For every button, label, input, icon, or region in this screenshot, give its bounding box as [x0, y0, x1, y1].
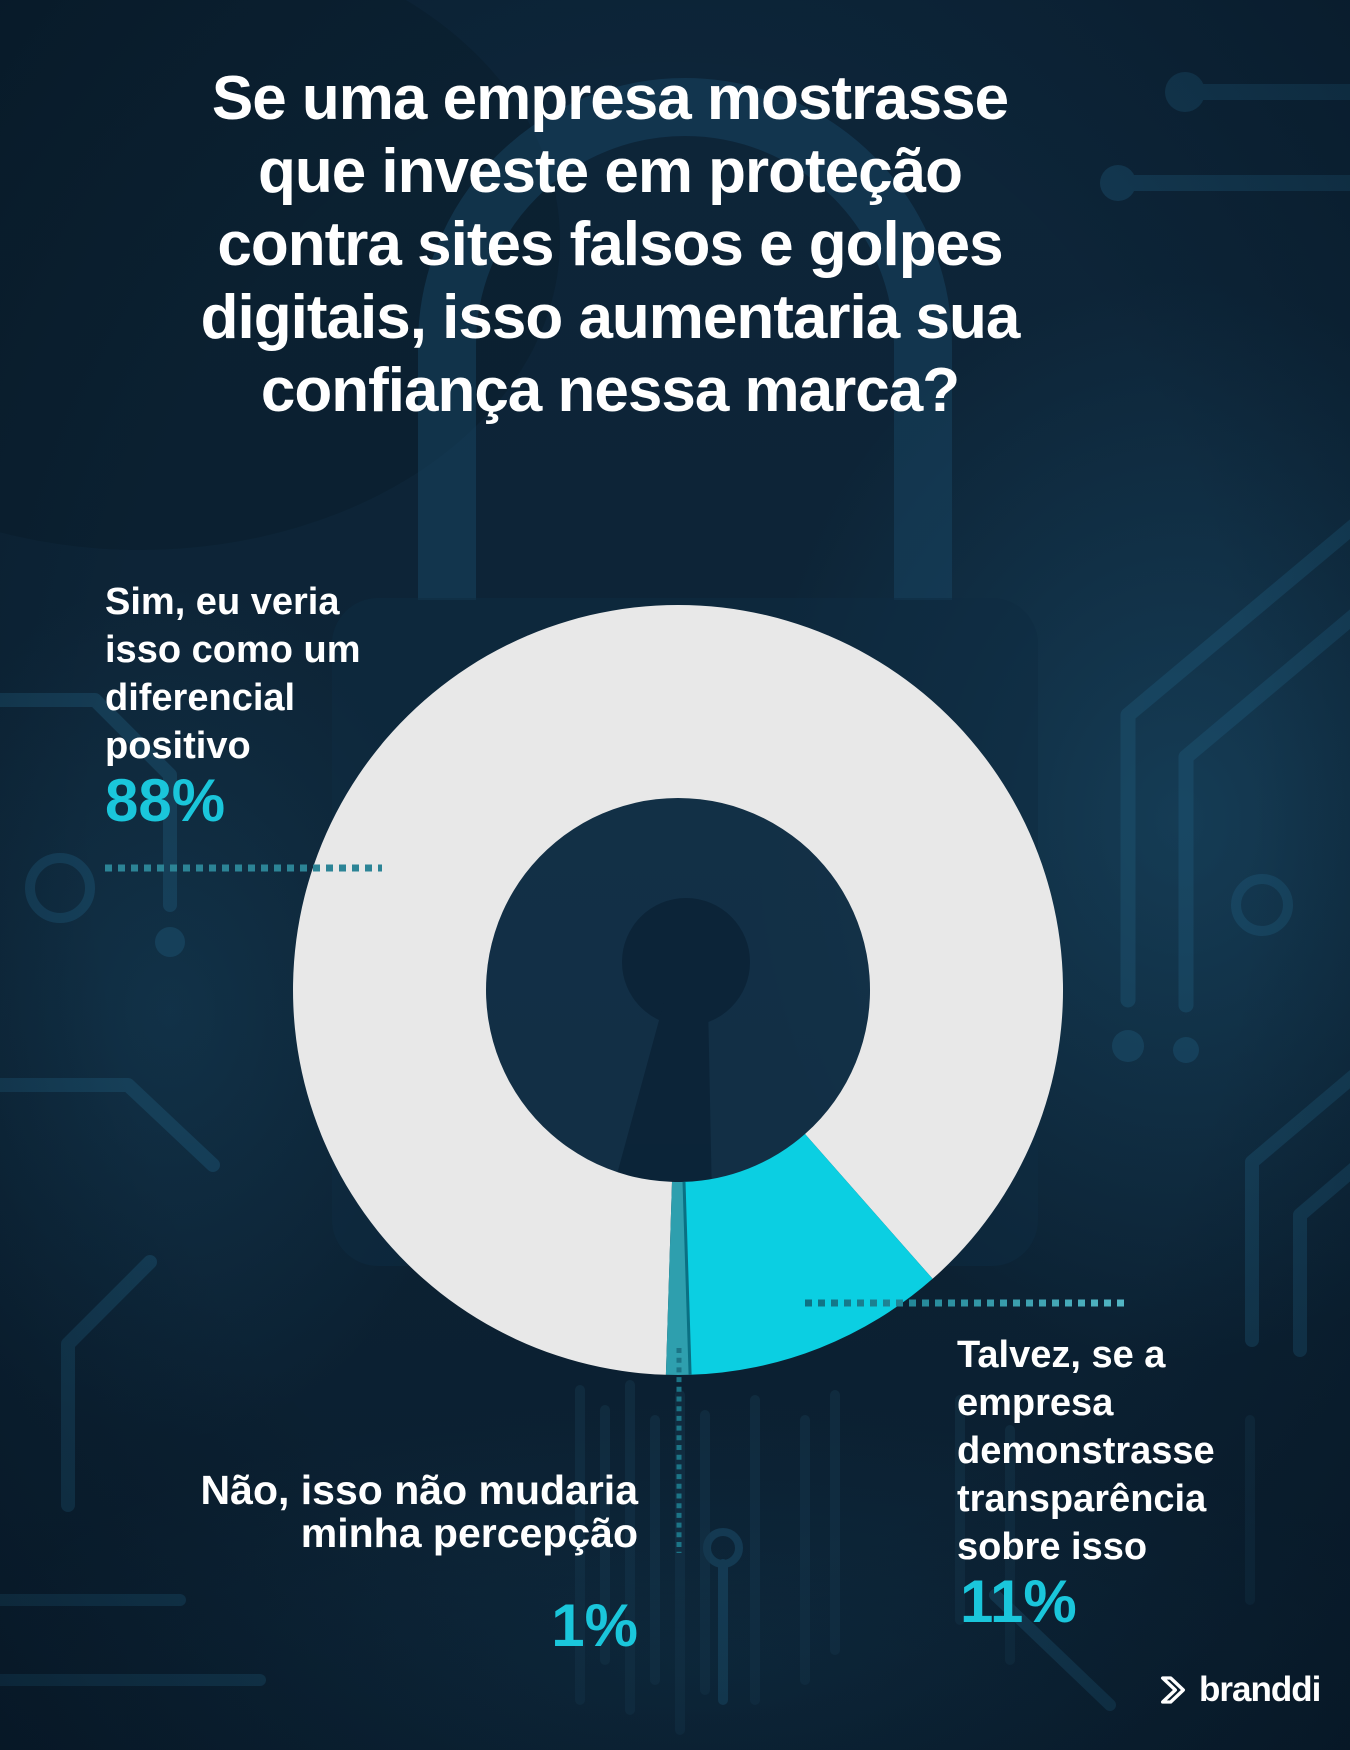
callout-nao-label: Não, isso não mudaria minha percepção	[200, 1467, 638, 1556]
brand-wordmark: branddi	[1199, 1670, 1321, 1709]
callout-sim-value: 88%	[105, 767, 226, 834]
donut-hole-background	[486, 798, 870, 1182]
callout-talvez-value: 11%	[960, 1568, 1077, 1635]
callout-talvez-label: Talvez, se a empresa demonstrasse transp…	[957, 1334, 1215, 1568]
donut-slice-1	[684, 1134, 933, 1375]
donut-slice-2	[665, 1181, 691, 1375]
branddi-chevron-icon	[1161, 1676, 1185, 1704]
brand-logo: branddi	[1156, 1670, 1321, 1710]
keyhole-icon	[610, 898, 750, 1200]
slice-boundary-line	[682, 1181, 692, 1375]
page-title: Se uma empresa mostrasse que investe em …	[200, 64, 1021, 425]
padlock-body-watermark	[332, 598, 1038, 1266]
callout-nao-value: 1%	[551, 1592, 638, 1659]
callout-sim-label: Sim, eu veria isso como um diferencial p…	[105, 581, 361, 767]
